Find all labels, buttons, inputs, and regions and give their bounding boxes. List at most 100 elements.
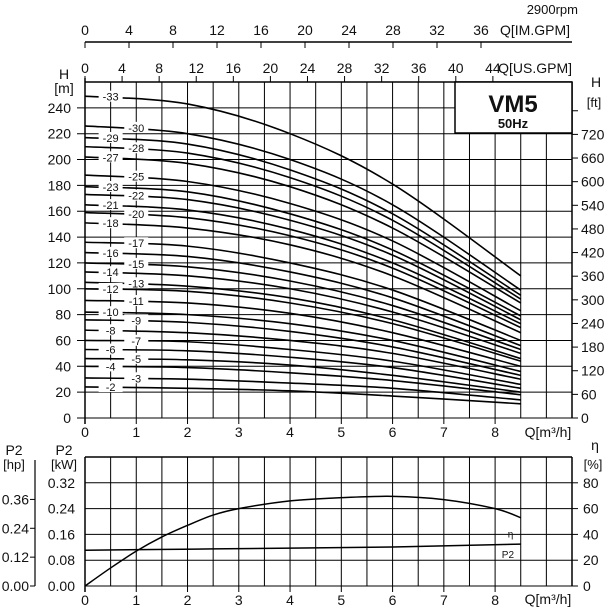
stage-label-bg	[124, 189, 149, 201]
stage-label: -23	[103, 182, 119, 194]
stage-label-bg	[124, 121, 149, 133]
us-gpm-tick-label: 32	[374, 60, 390, 76]
im-gpm-tick-label: 12	[209, 22, 225, 38]
y-tick-label: 160	[48, 203, 72, 219]
x-tick-label: 2	[184, 592, 192, 608]
us-gpm-tick-label: 16	[226, 60, 242, 76]
stage-label: -7	[131, 336, 141, 348]
stage-label-bg	[124, 277, 149, 289]
y-axis-unit-right: [ft]	[587, 95, 601, 110]
eff-axis-unit: [%]	[584, 457, 603, 472]
curve-stage-12	[84, 287, 521, 362]
hp-tick-label: 0.12	[2, 549, 29, 565]
hp-tick-label: 0.24	[2, 520, 29, 536]
y-tick-label: 40	[55, 358, 71, 374]
stage-label: -16	[103, 248, 119, 260]
stage-label-bg	[98, 199, 123, 211]
us-gpm-tick-label: 40	[448, 60, 464, 76]
x-tick-label: 7	[440, 592, 448, 608]
hp-axis-unit: [hp]	[3, 457, 25, 472]
stage-label-bg	[124, 142, 149, 154]
stage-label: -20	[128, 209, 144, 221]
stage-label-bg	[124, 334, 149, 346]
stage-label-bg	[124, 207, 149, 219]
stage-label-bg	[98, 343, 123, 355]
y-tick-label: 180	[48, 177, 72, 193]
curve-stage-8	[84, 329, 521, 381]
stage-label-bg	[98, 246, 123, 258]
stage-label-bg	[124, 257, 149, 269]
us-gpm-tick-label: 4	[118, 60, 126, 76]
stage-label: -33	[103, 92, 119, 104]
im-gpm-tick-label: 36	[473, 22, 489, 38]
eff-axis-label: η	[591, 437, 599, 453]
x-tick-label: 2	[184, 424, 192, 440]
stage-label: -5	[131, 354, 141, 366]
stage-label: -29	[103, 133, 119, 145]
x-tick-label: 7	[440, 424, 448, 440]
model-label: VM5	[488, 91, 537, 118]
x-tick-label: 8	[491, 424, 499, 440]
stage-label-bg	[124, 170, 149, 182]
stage-label: -25	[128, 172, 144, 184]
stage-label-bg	[98, 131, 123, 143]
curve-stage-10	[84, 311, 521, 373]
y-tick-label-right: 120	[581, 363, 605, 379]
stage-label-bg	[98, 324, 123, 336]
curve-stage-4	[84, 365, 521, 396]
y-tick-label-right: 300	[581, 292, 605, 308]
x-axis-label: Q[m³/h]	[525, 591, 572, 607]
x-tick-label: 4	[286, 592, 294, 608]
eff-tick-label: 80	[583, 475, 599, 491]
curve-stage-5	[84, 357, 521, 393]
frequency-label: 50Hz	[498, 116, 529, 131]
stage-label: -8	[106, 325, 116, 337]
curve-stage-18	[84, 222, 522, 334]
us-gpm-tick-label: 28	[337, 60, 353, 76]
us-gpm-tick-label: 8	[155, 60, 163, 76]
y-tick-label-right: 480	[581, 221, 605, 237]
stage-label: -17	[128, 238, 144, 250]
curve-stage-13	[84, 281, 521, 360]
im-gpm-tick-label: 32	[429, 22, 445, 38]
stage-label-bg	[124, 314, 149, 326]
eff-tick-label: 60	[583, 501, 599, 517]
power-efficiency-chart: 0.000.080.160.240.320.000.120.240.360204…	[2, 437, 603, 608]
eff-tick-label: 40	[583, 526, 599, 542]
stage-label-bg	[124, 352, 149, 364]
y-tick-label: 0	[63, 410, 71, 426]
kw-tick-label: 0.24	[48, 501, 75, 517]
curve-stage-15	[84, 262, 521, 351]
power-curve-label: P2	[502, 550, 515, 561]
stage-label-bg	[98, 360, 123, 372]
curve-stage-11	[84, 299, 521, 368]
stage-label: -22	[128, 191, 144, 203]
curve-stage-22	[84, 193, 522, 321]
us-gpm-tick-label: 20	[263, 60, 279, 76]
stage-label: -13	[128, 278, 144, 290]
im-gpm-axis-label: Q[IM.GPM]	[500, 22, 570, 38]
efficiency-curve-label: η	[508, 530, 514, 541]
us-gpm-tick-label: 0	[81, 60, 89, 76]
stage-label: -21	[103, 200, 119, 212]
efficiency-curve	[84, 495, 521, 587]
stage-label: -18	[103, 218, 119, 230]
curve-stage-16	[84, 251, 522, 347]
kw-axis-unit: [kW]	[51, 457, 77, 472]
y-tick-label: 20	[55, 384, 71, 400]
stage-label-bg	[98, 266, 123, 278]
y-tick-label-right: 420	[581, 245, 605, 261]
x-tick-label: 1	[132, 592, 140, 608]
curve-stage-2	[84, 386, 521, 405]
stage-label-bg	[98, 181, 123, 192]
x-tick-label: 6	[389, 424, 397, 440]
stage-label: -12	[103, 284, 119, 296]
stage-label-bg	[98, 282, 123, 294]
speed-label: 2900rpm	[527, 2, 578, 17]
curve-stage-20	[84, 211, 522, 329]
model-box: VM5 50Hz	[454, 81, 573, 134]
im-gpm-tick-label: 0	[81, 22, 89, 38]
x-tick-label: 0	[81, 424, 89, 440]
im-gpm-tick-label: 28	[385, 22, 401, 38]
